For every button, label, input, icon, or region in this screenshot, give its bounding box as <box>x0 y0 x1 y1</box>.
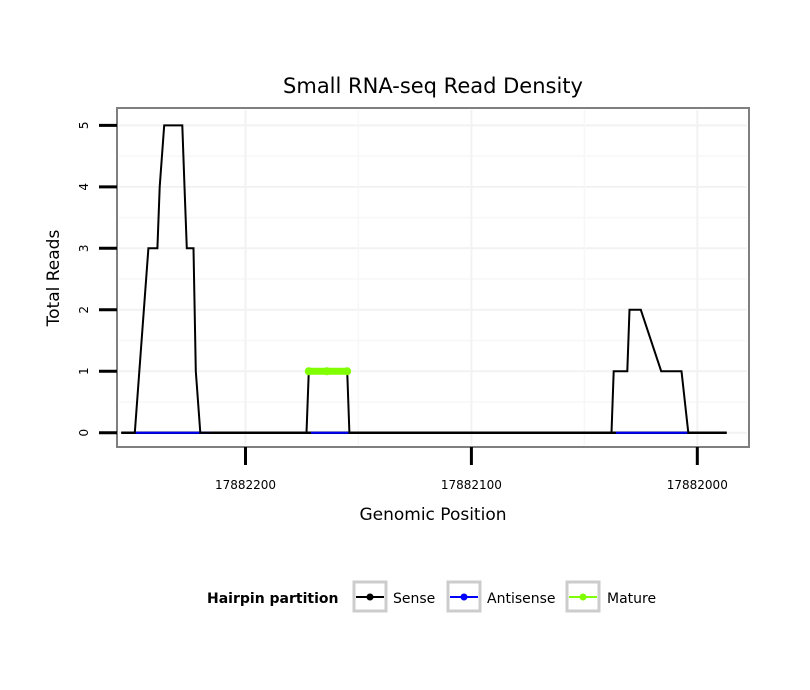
y-tick-label: 5 <box>77 122 91 130</box>
plot-panel <box>116 107 750 448</box>
y-tick-label: 3 <box>77 244 91 252</box>
series-mature-point <box>322 367 331 376</box>
y-axis-label: Total Reads <box>44 230 64 328</box>
y-tick-label: 4 <box>77 183 91 191</box>
chart-title: Small RNA-seq Read Density <box>283 74 583 98</box>
x-tick-label: 17882100 <box>441 478 502 492</box>
x-axis-ticks: 17882200 17882100 17882000 <box>215 447 728 492</box>
legend-title: Hairpin partition <box>207 591 338 607</box>
y-tick-label: 2 <box>77 306 91 314</box>
legend-dot-antisense <box>460 593 468 601</box>
x-tick-label: 17882000 <box>667 478 728 492</box>
grid-lines <box>119 110 747 445</box>
legend-dot-mature <box>579 593 587 601</box>
data-series <box>121 124 727 434</box>
legend: Hairpin partition Sense Antisense Mature <box>207 580 656 613</box>
x-tick-label: 17882200 <box>215 478 276 492</box>
series-sense-line <box>121 124 727 434</box>
y-tick-label: 0 <box>77 429 91 437</box>
x-axis-label: Genomic Position <box>359 505 506 525</box>
legend-label-antisense: Antisense <box>487 591 556 607</box>
legend-label-mature: Mature <box>607 591 656 607</box>
series-mature-point <box>343 367 352 376</box>
y-tick-label: 1 <box>77 367 91 375</box>
legend-dot-sense <box>366 593 374 601</box>
y-axis-ticks: 0 1 2 3 4 5 <box>77 122 117 437</box>
series-mature-point <box>304 367 313 376</box>
legend-label-sense: Sense <box>393 591 435 607</box>
